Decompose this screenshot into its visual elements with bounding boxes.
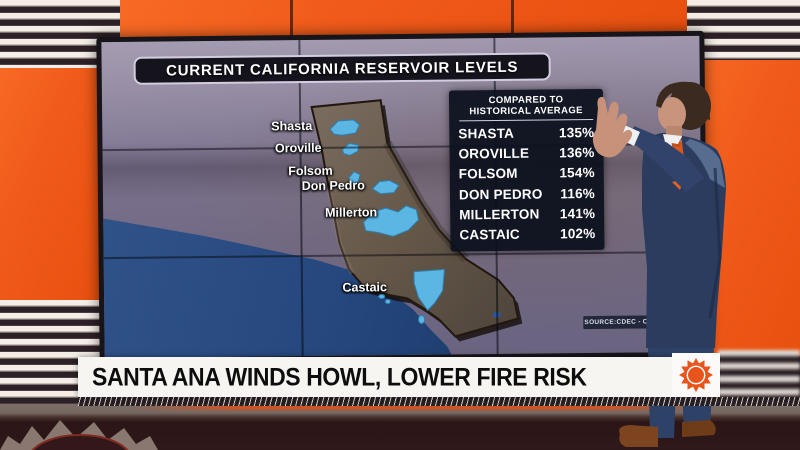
graphic-title: CURRENT CALIFORNIA RESERVOIR LEVELS [165, 58, 519, 79]
graphic-title-bar: CURRENT CALIFORNIA RESERVOIR LEVELS [133, 52, 551, 85]
floor-glow [130, 403, 710, 410]
reservoir-name: OROVILLE [458, 145, 530, 162]
map-background: Shasta Oroville Folsom Don Pedro Millert… [101, 35, 703, 359]
reservoir-label: Castaic [342, 280, 388, 295]
reservoir-name: DON PEDRO [458, 186, 543, 203]
reservoir-label: Oroville [274, 140, 322, 156]
reservoir-name: CASTAIC [459, 227, 520, 243]
reservoir-label: Millerton [324, 205, 378, 220]
reservoir-name: FOLSOM [458, 166, 518, 182]
reservoir-shapes [329, 119, 446, 325]
wall-panel-gap [511, 0, 514, 38]
headline: SANTA ANA WINDS HOWL, LOWER FIRE RISK [92, 362, 587, 391]
reservoir-label: Folsom [288, 163, 333, 179]
studio-stripes-blurred-right [718, 350, 800, 404]
station-logo-box [672, 353, 720, 397]
reservoir-name: SHASTA [458, 125, 515, 142]
studio-orange-wall-left [0, 68, 100, 302]
lower-third-banner: SANTA ANA WINDS HOWL, LOWER FIRE RISK [78, 357, 672, 397]
reservoir-name: MILLERTON [459, 206, 540, 223]
wall-panel-gap [290, 0, 293, 38]
sun-icon [679, 358, 713, 392]
reservoir-label: Don Pedro [301, 178, 365, 194]
studio-stripes-top-right [687, 0, 800, 66]
floor-sun-logo [0, 420, 158, 450]
video-wall: Shasta Oroville Folsom Don Pedro Millert… [96, 30, 708, 364]
banner-hatch-ribbon [78, 397, 800, 406]
reservoir-label: Shasta [271, 118, 313, 134]
